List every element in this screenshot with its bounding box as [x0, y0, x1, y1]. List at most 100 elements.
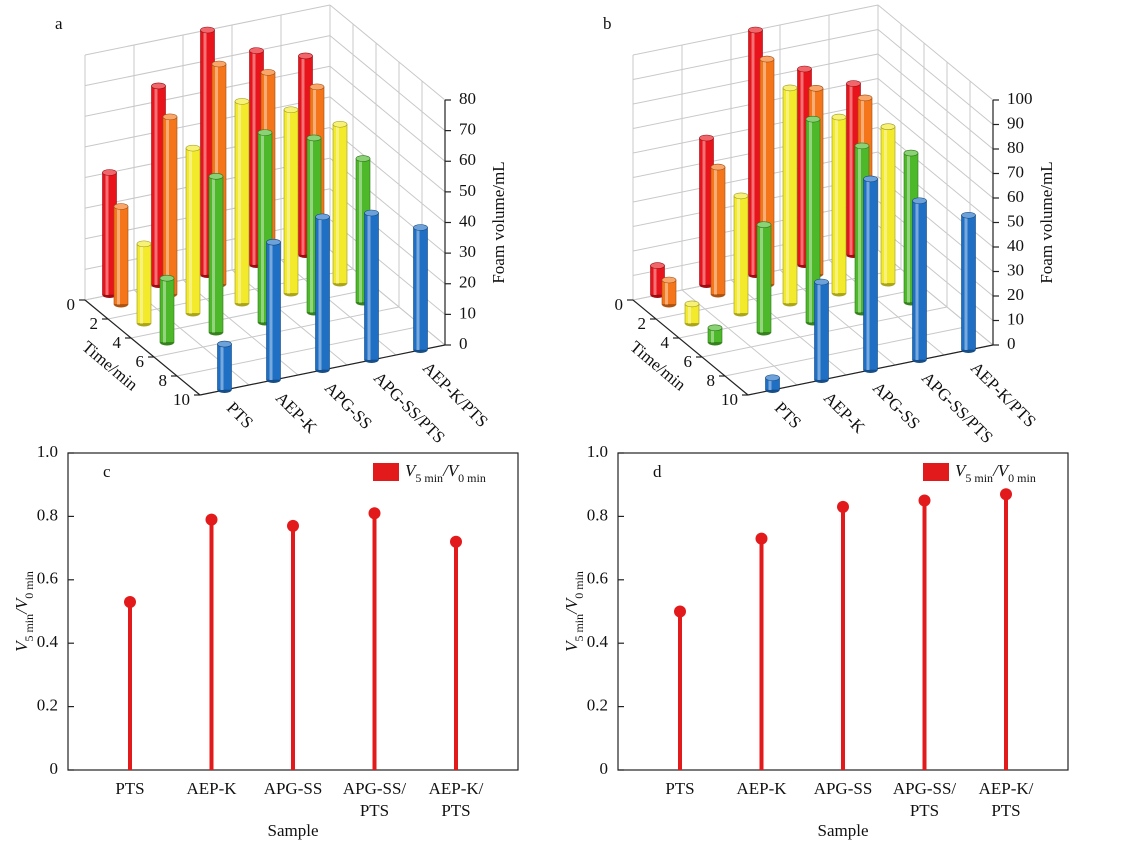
dot — [1000, 488, 1012, 501]
bar-highlight — [359, 158, 362, 303]
x-tick-label: PTS — [665, 779, 694, 798]
bar — [162, 113, 178, 298]
bar-cap — [159, 274, 175, 282]
bar-cap — [266, 238, 281, 246]
bar-highlight — [964, 215, 968, 350]
bar — [733, 192, 749, 317]
bar-highlight — [105, 172, 109, 295]
bar-cap — [211, 60, 227, 68]
x-tick-label: AEP-K/PTS — [979, 779, 1034, 820]
bar-highlight — [336, 124, 339, 284]
bar-cap — [650, 262, 665, 269]
bar-highlight — [714, 167, 717, 295]
bar — [234, 98, 250, 307]
bar-highlight — [907, 153, 910, 303]
dot — [205, 513, 218, 526]
bar-cap — [699, 134, 714, 142]
bar-cap — [782, 84, 798, 92]
bar-highlight — [786, 87, 789, 304]
bar — [765, 374, 780, 393]
bar-cap — [113, 203, 129, 210]
bar-highlight — [189, 148, 192, 314]
bar-highlight — [702, 138, 706, 285]
bar — [710, 163, 726, 298]
y-tick-label: 70 — [459, 120, 476, 139]
bar-highlight — [858, 145, 861, 313]
bar — [650, 262, 665, 298]
bar-highlight — [751, 30, 755, 275]
dot — [837, 500, 849, 513]
bar — [266, 238, 281, 383]
time-axis-label: Time/min — [78, 337, 141, 395]
y-tick-label: 40 — [459, 211, 476, 230]
bar — [684, 300, 700, 327]
dot — [368, 507, 381, 520]
grid-line — [329, 127, 446, 223]
x-tick-label: AEP-K/PTS — [429, 779, 484, 820]
bar-cap — [315, 213, 330, 221]
bar — [756, 221, 772, 336]
x-tick-label: AEP-K — [186, 779, 237, 798]
x-tick-label: AEP-K — [820, 388, 869, 437]
y-tick-label: 1.0 — [587, 442, 608, 461]
time-tick-label: 10 — [721, 390, 738, 409]
bar-highlight — [884, 126, 887, 284]
bar-cap — [283, 106, 299, 114]
dot — [287, 519, 299, 532]
time-tick-label: 2 — [90, 314, 99, 333]
y-tick-label: 50 — [1007, 211, 1024, 230]
bar-cap — [200, 26, 215, 34]
bar — [364, 209, 379, 363]
bar-highlight — [809, 119, 812, 323]
bar-body — [413, 227, 428, 351]
bar-cap — [797, 65, 812, 73]
grid-line — [329, 35, 446, 132]
time-tick-label: 0 — [67, 295, 76, 314]
bar-highlight — [800, 69, 804, 265]
bar-cap — [733, 192, 749, 200]
legend-swatch — [923, 463, 949, 481]
bar-body — [185, 147, 201, 314]
y-tick-label: 0.2 — [587, 696, 608, 715]
bar-body — [159, 277, 175, 343]
grid-line — [329, 65, 446, 162]
grid-line — [877, 127, 994, 223]
y-tick-label: 40 — [1007, 236, 1024, 255]
bar-cap — [217, 340, 232, 348]
bar-highlight — [301, 55, 305, 255]
bar-cap — [208, 173, 224, 180]
y-tick-label: 0.4 — [37, 632, 59, 651]
bar-highlight — [665, 280, 668, 305]
bar-cap — [413, 224, 428, 231]
bar-cap — [846, 80, 861, 87]
y-tick-label: 90 — [1007, 113, 1024, 132]
bar-highlight — [163, 278, 166, 343]
bar-cap — [880, 123, 896, 130]
bar-cap — [863, 175, 878, 183]
bar — [863, 175, 878, 373]
bar-cap — [661, 276, 677, 284]
bar-cap — [364, 209, 379, 217]
bar-cap — [260, 69, 276, 76]
bar-cap — [808, 85, 824, 92]
y-tick-label: 0.6 — [37, 569, 58, 588]
x-tick-label: APG-SS/PTS — [343, 779, 407, 820]
y-tick-label: 50 — [459, 181, 476, 200]
y-tick-label: 0.4 — [587, 632, 609, 651]
dot — [918, 494, 931, 507]
bar-body — [733, 195, 749, 314]
bar-highlight — [261, 132, 264, 323]
bar-cap — [102, 169, 117, 176]
x-axis-label: Sample — [268, 821, 319, 840]
bar — [413, 224, 428, 353]
x-tick-label: APG-SS — [814, 779, 873, 798]
bar-highlight — [269, 242, 273, 380]
bar-body — [136, 243, 152, 324]
bar-highlight — [866, 178, 870, 370]
bar — [707, 324, 723, 346]
x-tick-label: APG-SS — [321, 378, 376, 433]
bar — [185, 144, 201, 317]
bar — [283, 106, 299, 297]
x-tick-label: APG-SS — [264, 779, 323, 798]
